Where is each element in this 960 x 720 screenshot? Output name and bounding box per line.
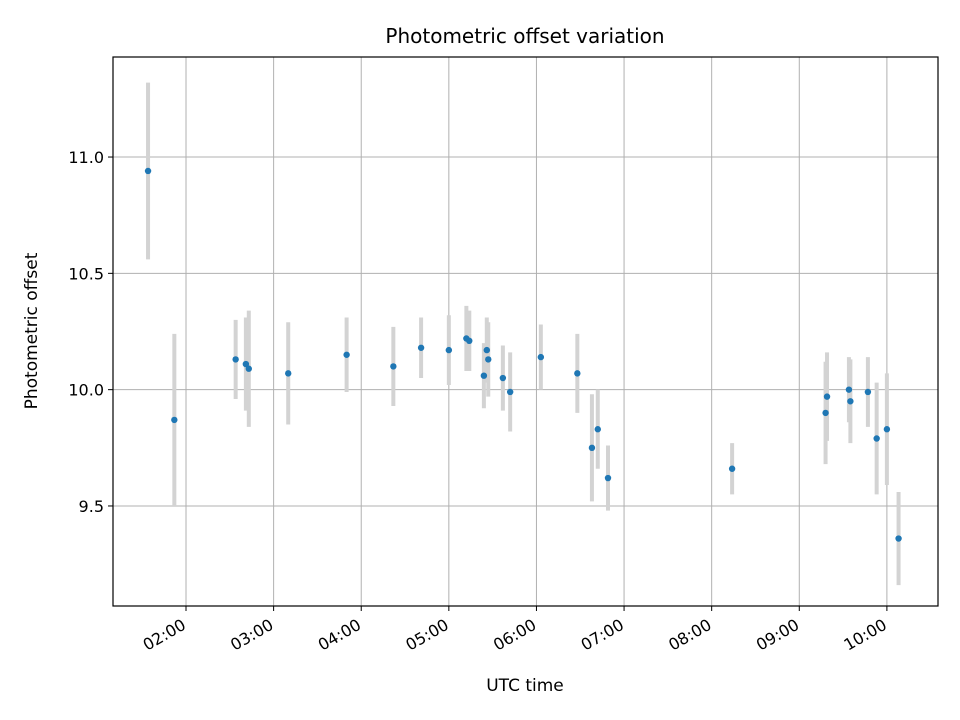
data-point [864, 388, 872, 396]
data-point [822, 409, 829, 417]
data-point [390, 363, 397, 370]
data-point [245, 365, 252, 372]
x-axis-label: UTC time [486, 676, 564, 696]
data-point [144, 167, 152, 175]
data-point [574, 370, 581, 377]
data-point [594, 426, 601, 433]
y-tick-label: 11.0 [68, 148, 104, 167]
data-point [242, 360, 250, 368]
data-point [588, 444, 596, 452]
data-point [845, 386, 853, 393]
chart-title: Photometric offset variation [385, 24, 664, 48]
data-point [883, 426, 891, 433]
data-point [417, 344, 425, 351]
data-point [604, 474, 612, 482]
data-point [343, 351, 350, 358]
data-point [480, 372, 488, 379]
data-point [483, 346, 491, 354]
data-point [823, 393, 831, 400]
data-point [171, 416, 178, 424]
data-point [285, 370, 292, 377]
data-point [895, 535, 902, 542]
data-point [728, 465, 736, 472]
data-points [144, 167, 902, 542]
data-point [873, 435, 880, 442]
y-tick-label: 10.0 [68, 381, 104, 400]
y-axis-label: Photometric offset [22, 252, 42, 409]
axes-frame [112, 56, 939, 607]
data-point [537, 353, 545, 361]
data-point [445, 346, 453, 354]
data-point [466, 337, 473, 345]
y-tick-label: 9.5 [79, 497, 104, 516]
y-tick-label: 10.5 [68, 264, 104, 283]
data-point [506, 388, 514, 396]
data-point [499, 374, 507, 382]
data-point [847, 398, 854, 405]
data-point [232, 356, 239, 363]
data-point [485, 356, 492, 363]
